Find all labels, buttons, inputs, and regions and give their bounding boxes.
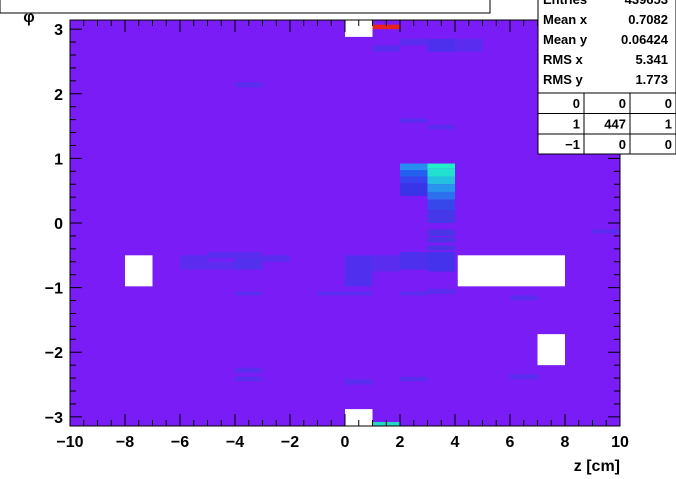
stats-grid-cell: −1 (565, 137, 580, 152)
histogram-bin-38 (427, 288, 455, 295)
histogram-bin-35 (317, 291, 345, 296)
y-axis-title: φ (23, 9, 34, 26)
histogram-bin-4 (537, 334, 565, 366)
y-tick-label: −1 (45, 281, 63, 298)
histogram-bin-15 (427, 191, 455, 200)
histogram-bin-46 (400, 376, 428, 382)
histogram-bin-12 (427, 168, 455, 177)
histogram-bin-37 (400, 291, 428, 296)
histogram-bin-33 (427, 245, 455, 251)
histogram-bin-9 (400, 176, 428, 183)
histogram-bin-34 (235, 291, 263, 296)
x-tick-label: 8 (561, 434, 570, 451)
x-tick-labels: −10 −8 −6 −4 −2 0 2 4 6 8 10 (56, 434, 629, 451)
stats-grid-cell: 0 (573, 96, 580, 111)
histogram-bin-31 (400, 252, 428, 270)
histogram-bin-19 (427, 237, 455, 243)
histogram-bin-23 (455, 38, 483, 52)
histogram-bin-44 (235, 376, 263, 382)
stats-label: RMS y (543, 72, 584, 87)
stats-label: Entries (543, 0, 587, 7)
stats-value: 0.06424 (621, 32, 669, 47)
histogram-bin-1 (345, 20, 373, 37)
x-tick-label: −6 (171, 434, 189, 451)
histogram-bin-11 (427, 163, 455, 169)
x-tick-label: 4 (451, 434, 460, 451)
histogram-bin-30 (372, 255, 400, 272)
histogram-bin-21 (400, 38, 428, 46)
stats-grid-cell: 0 (665, 137, 672, 152)
histogram-bin-13 (427, 176, 455, 185)
histogram-bin-42 (427, 124, 455, 130)
x-tick-label: 2 (396, 434, 405, 451)
histogram-bin-32 (427, 252, 455, 272)
stats-grid-cell: 1 (665, 117, 672, 132)
histogram-bins (125, 20, 620, 426)
x-tick-label: −8 (116, 434, 134, 451)
stats-label: RMS x (543, 52, 584, 67)
histogram-bin-47 (510, 374, 538, 380)
stats-value: 439653 (625, 0, 668, 7)
stats-box: Entries 439653 Mean x 0.7082 Mean y 0.06424 RM… (537, 0, 676, 155)
stats-label: Mean y (543, 32, 588, 47)
stats-grid-cell: 0 (619, 96, 626, 111)
stats-grid-cell: 0 (619, 137, 626, 152)
histogram-bin-0 (125, 255, 153, 287)
stats-box-frame (537, 0, 676, 155)
stats-grid-cell: 0 (665, 96, 672, 111)
histogram-bin-25 (180, 261, 235, 270)
histogram-bin-2 (345, 409, 373, 426)
y-tick-label: −2 (45, 345, 63, 362)
histogram-bin-28 (262, 255, 290, 262)
x-tick-label: −2 (281, 434, 299, 451)
x-tick-label: 6 (506, 434, 515, 451)
histogram-bin-3 (457, 255, 565, 287)
stats-grid-cell: 447 (604, 117, 626, 132)
histogram-bin-10 (400, 182, 428, 196)
histogram-bin-17 (427, 210, 455, 223)
histogram-bin-48 (592, 229, 620, 234)
y-tick-label: −3 (45, 410, 63, 427)
y-tick-label: 3 (54, 22, 63, 39)
x-tick-label: 10 (611, 434, 629, 451)
histogram-bin-20 (372, 45, 400, 52)
histogram-bin-5 (372, 24, 400, 30)
title-box (0, 0, 491, 14)
x-tick-label: −10 (56, 434, 83, 451)
histogram-bin-22 (427, 38, 455, 52)
histogram-bin-40 (235, 82, 263, 88)
histogram-bin-43 (235, 367, 263, 373)
histogram-bin-16 (427, 199, 455, 211)
histogram-bin-41 (400, 118, 428, 123)
histogram-bin-26 (207, 252, 263, 259)
histogram-bin-18 (427, 229, 455, 236)
histogram-bin-24 (180, 255, 208, 262)
histogram-bin-14 (427, 184, 455, 192)
plot-area (70, 20, 620, 426)
stats-value: 1.773 (635, 72, 668, 87)
y-tick-labels: −3 −2 −1 0 1 2 3 (45, 22, 63, 427)
stats-grid-cell: 1 (573, 117, 580, 132)
x-axis-title: z [cm] (574, 458, 620, 475)
stats-grid: 0 0 0 1 447 1 −1 0 0 (538, 92, 676, 154)
stats-value: 5.341 (635, 52, 668, 67)
histogram-bin-29 (345, 255, 373, 287)
histogram-bin-27 (235, 258, 263, 270)
stats-label: Mean x (543, 12, 588, 27)
histogram-bin-8 (400, 170, 428, 177)
histogram-bin-45 (345, 379, 373, 385)
y-tick-label: 0 (54, 216, 63, 233)
stats-value: 0.7082 (628, 12, 668, 27)
y-tick-label: 1 (54, 151, 63, 168)
histogram-bin-39 (510, 295, 538, 301)
histogram-bin-36 (345, 291, 373, 296)
stats-rows: Entries 439653 Mean x 0.7082 Mean y 0.06424 RM… (543, 0, 669, 87)
histogram-bin-7 (400, 163, 428, 171)
x-tick-label: 0 (341, 434, 350, 451)
y-tick-label: 2 (54, 87, 63, 104)
x-tick-label: −4 (226, 434, 244, 451)
